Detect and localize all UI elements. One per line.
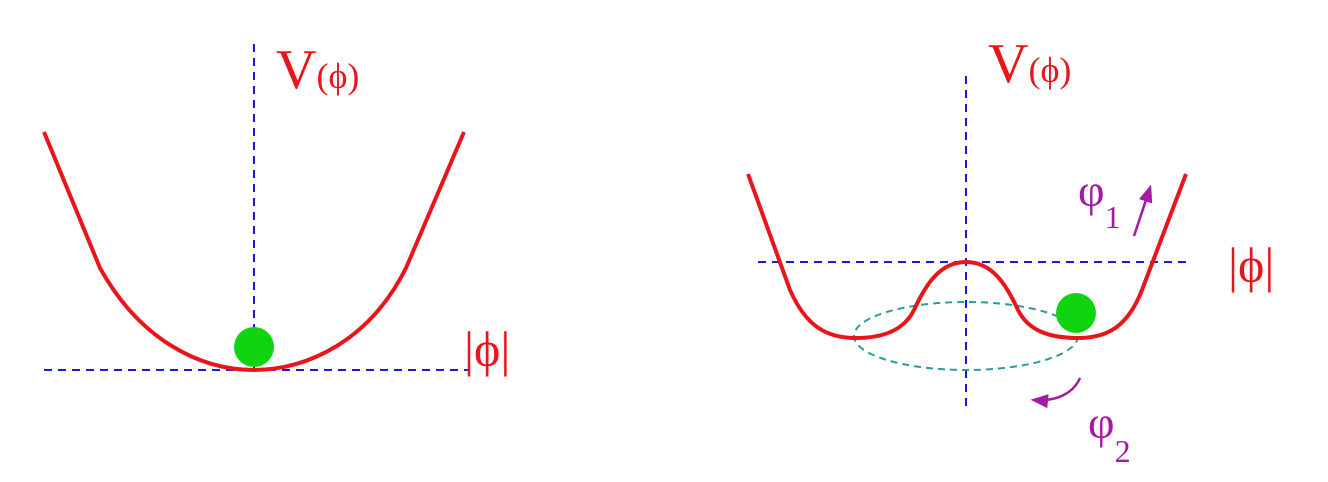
left-axis-label-open-paren: (	[316, 56, 328, 96]
left-field-label: |ϕ|	[464, 321, 510, 377]
right-field-ball	[1056, 293, 1096, 333]
mode-2-arrow	[1030, 377, 1082, 409]
left-axis-label-close-paren: )	[347, 56, 359, 96]
right-panel: V(ϕ) |ϕ| φ1 φ2	[746, 33, 1274, 469]
mode-2-subscript: 2	[1115, 433, 1131, 469]
left-potential-curve	[42, 131, 466, 372]
mode-1-arrow	[1132, 184, 1153, 237]
mode-1-symbol: φ	[1078, 165, 1105, 216]
left-panel: V(ϕ) |ϕ|	[42, 39, 510, 377]
left-axis-label: V(ϕ)	[276, 39, 359, 101]
right-axis-label-v: V	[988, 33, 1028, 95]
mode-2-label: φ2	[1088, 397, 1131, 469]
right-field-label: |ϕ|	[1228, 237, 1274, 293]
left-field-ball	[234, 327, 274, 367]
left-axis-label-v: V	[276, 39, 316, 101]
mode-1-subscript: 1	[1105, 199, 1121, 235]
right-potential-curve	[746, 173, 1188, 340]
right-axis-label-close-paren: )	[1059, 50, 1071, 90]
right-axis-label-phi: ϕ	[1040, 50, 1059, 90]
right-axis-label-open-paren: (	[1028, 50, 1040, 90]
mode-2-symbol: φ	[1088, 397, 1115, 448]
mode-1-label: φ1	[1078, 165, 1121, 235]
left-axis-label-phi: ϕ	[328, 56, 347, 96]
right-axis-label: V(ϕ)	[988, 33, 1071, 95]
